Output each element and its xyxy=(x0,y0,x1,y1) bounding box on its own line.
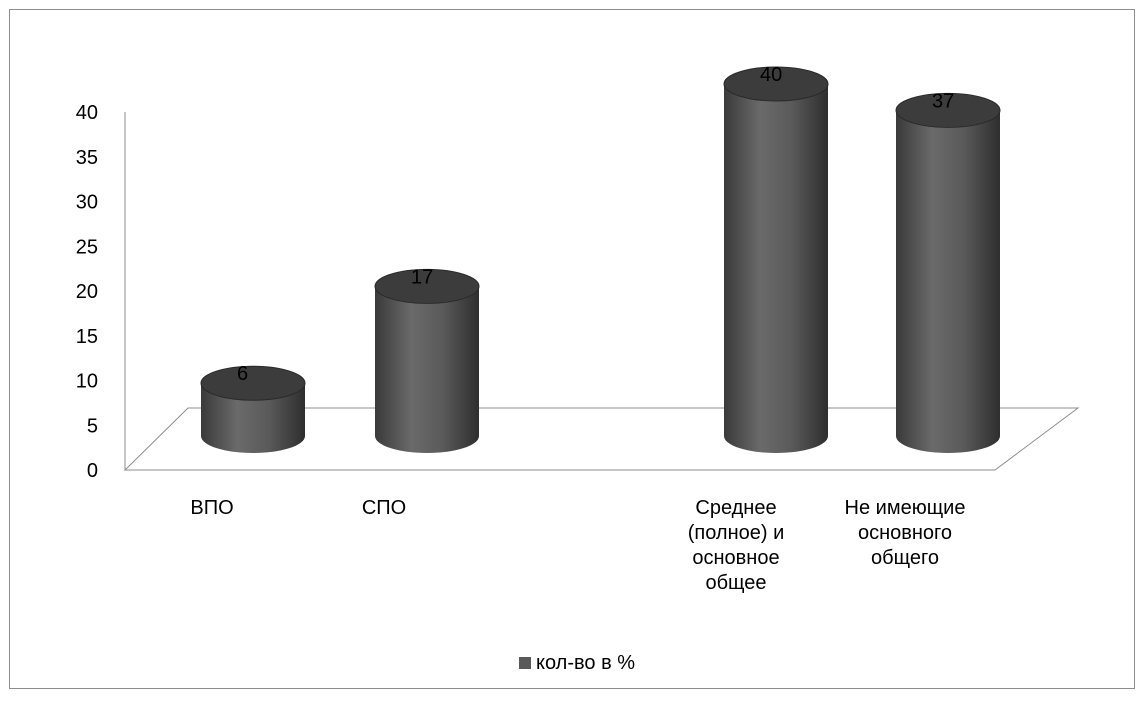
y-tick-label: 5 xyxy=(87,415,98,437)
data-label: 17 xyxy=(411,266,433,288)
bar-1 xyxy=(200,365,306,453)
category-labels: ВПО СПО Среднее (полное) и основное общее Не и… xyxy=(190,497,965,594)
data-label: 37 xyxy=(932,90,954,112)
category-label-line: ВПО xyxy=(190,497,233,519)
category-label-line: основного xyxy=(858,522,952,544)
category-label: СПО xyxy=(362,497,406,519)
y-tick-label: 0 xyxy=(87,460,98,482)
data-label: 40 xyxy=(760,64,782,86)
bar-top xyxy=(895,92,1001,128)
legend: кол-во в % xyxy=(519,652,635,674)
category-label-line: Среднее xyxy=(695,497,776,519)
legend-swatch xyxy=(519,657,531,669)
y-tick-label: 35 xyxy=(76,147,98,169)
category-label-line: основное xyxy=(692,547,779,569)
bar-top xyxy=(200,365,306,401)
y-tick-label: 15 xyxy=(76,326,98,348)
bar-top xyxy=(723,66,829,102)
category-label-line: СПО xyxy=(362,497,406,519)
bar-2 xyxy=(374,268,480,453)
category-label-line: общего xyxy=(871,547,939,569)
bar-4 xyxy=(895,92,1001,454)
bar-body xyxy=(896,110,1000,454)
bar-top xyxy=(374,268,480,304)
y-tick-label: 25 xyxy=(76,236,98,258)
axes-layer xyxy=(123,112,1080,471)
category-label-line: общее xyxy=(705,572,766,594)
bar-3 xyxy=(723,66,829,453)
chart-floor xyxy=(123,407,1080,471)
bar-body xyxy=(375,286,479,453)
y-tick-label: 10 xyxy=(76,371,98,393)
category-label: ВПО xyxy=(190,497,233,519)
y-tick-label: 40 xyxy=(76,102,98,124)
legend-label: кол-во в % xyxy=(536,652,635,674)
bar-body xyxy=(724,84,828,453)
data-label: 6 xyxy=(237,363,248,385)
y-tick-label: 30 xyxy=(76,192,98,214)
bars-layer xyxy=(200,66,1001,454)
category-label-line: Не имеющие xyxy=(845,497,966,519)
category-label: Среднее (полное) и основное общее xyxy=(688,497,785,594)
category-label-line: (полное) и xyxy=(688,522,785,544)
y-tick-labels: 0 5 10 15 20 25 30 35 40 xyxy=(76,102,98,482)
bar-body xyxy=(201,383,305,453)
y-tick-label: 20 xyxy=(76,281,98,303)
data-labels: 6 17 40 37 xyxy=(237,64,954,385)
category-label: Не имеющие основного общего xyxy=(845,497,966,569)
